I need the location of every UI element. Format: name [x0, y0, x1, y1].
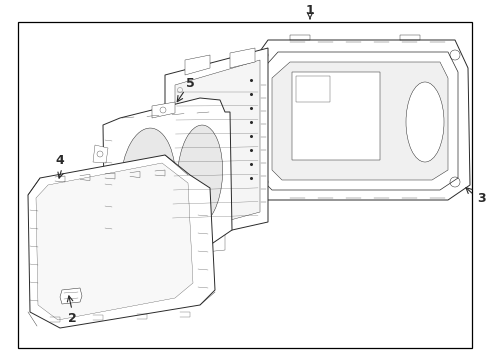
Polygon shape — [272, 62, 448, 180]
Text: 1: 1 — [306, 4, 315, 17]
Polygon shape — [185, 240, 210, 260]
Polygon shape — [175, 60, 260, 235]
Polygon shape — [230, 48, 255, 68]
Polygon shape — [36, 163, 193, 320]
Polygon shape — [195, 232, 225, 253]
Text: 5: 5 — [186, 77, 195, 90]
Polygon shape — [248, 40, 470, 200]
Polygon shape — [152, 102, 175, 118]
Ellipse shape — [177, 125, 222, 225]
Polygon shape — [165, 48, 268, 245]
Polygon shape — [260, 52, 458, 190]
Ellipse shape — [406, 82, 444, 162]
Polygon shape — [28, 155, 215, 328]
Text: 2: 2 — [68, 311, 76, 324]
Polygon shape — [103, 98, 232, 268]
Polygon shape — [60, 288, 82, 304]
Polygon shape — [292, 72, 380, 160]
Polygon shape — [185, 55, 210, 75]
Text: 3: 3 — [477, 192, 486, 204]
Text: 4: 4 — [56, 153, 64, 166]
Polygon shape — [93, 145, 108, 163]
Polygon shape — [296, 76, 330, 102]
Ellipse shape — [121, 128, 175, 238]
